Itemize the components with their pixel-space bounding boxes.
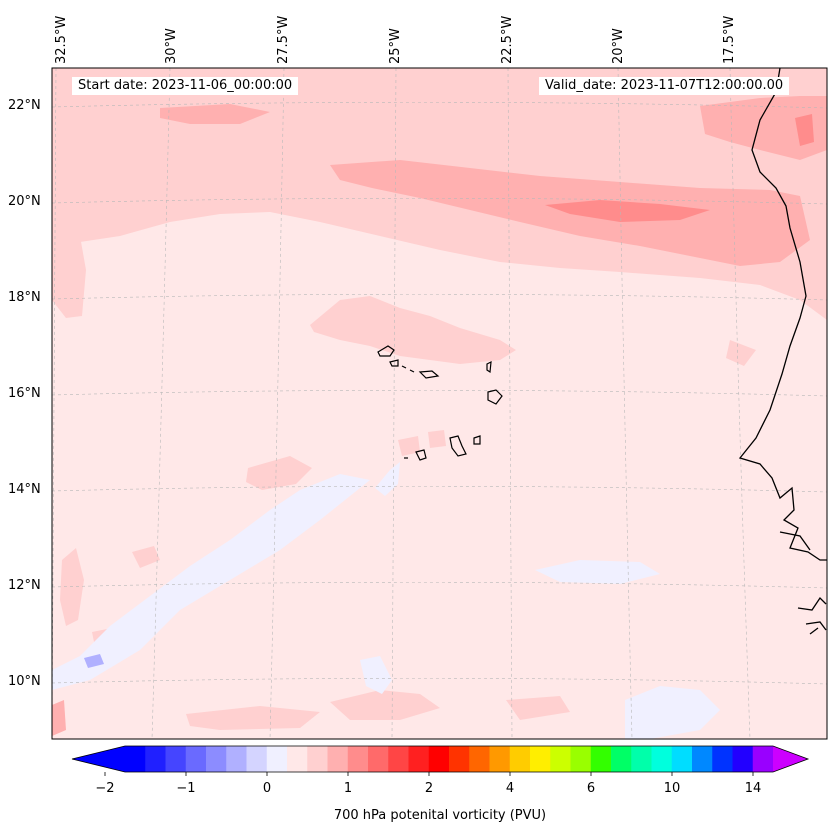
pv-contour-mid-ne: [700, 96, 827, 160]
pv-contour-blue-streak-1: [52, 474, 370, 690]
pv-contour-patch-6: [428, 430, 446, 448]
pv-contour-patch-11: [52, 700, 66, 736]
colorbar-extend-max: [773, 746, 808, 772]
pv-contour-patch-8: [506, 696, 570, 720]
colorbar-title: 700 hPa potenital vorticity (PVU): [333, 808, 547, 823]
lat-label-10n: 10°N: [8, 674, 41, 689]
pv-contour-patch-10: [726, 340, 756, 366]
colorbar-tick-label: 0: [262, 781, 272, 796]
pv-contour-blue-core: [84, 654, 104, 668]
lon-label-20w: 20°W: [611, 28, 626, 64]
colorbar-segment: [469, 746, 490, 772]
lon-label-25w: 25°W: [388, 28, 403, 64]
lon-label-22-5w: 22.5°W: [500, 15, 515, 64]
colorbar-segment: [611, 746, 632, 772]
coastline: [738, 68, 827, 635]
colorbar-segment: [347, 746, 369, 772]
map-frame: [51, 67, 828, 740]
lat-label-14n: 14°N: [8, 482, 41, 497]
colorbar-segment: [509, 746, 531, 772]
pv-contour-central-blob: [310, 296, 516, 364]
colorbar-segment: [671, 746, 693, 772]
colorbar-segment: [246, 746, 268, 772]
colorbar-segment: [550, 746, 571, 772]
colorbar-segment: [489, 746, 511, 772]
colorbar-segment: [530, 746, 551, 772]
lat-label-16n: 16°N: [8, 386, 41, 401]
colorbar-tick-label: 14: [744, 781, 762, 796]
colorbar-tick-label: 1: [343, 781, 353, 796]
colorbar-segment: [428, 746, 450, 772]
colorbar-segment: [185, 746, 207, 772]
colorbar-segment: [408, 746, 430, 772]
colorbar-segment: [631, 746, 652, 772]
valid-date-label: Valid_date: 2023-11-07T12:00:00.00: [539, 77, 790, 95]
colorbar-segment: [590, 746, 612, 772]
pv-contour-light-west: [52, 236, 86, 318]
graticule: [52, 68, 827, 739]
pv-contour-blue-streak-4: [360, 656, 392, 694]
colorbar-segment: [327, 746, 349, 772]
colorbar-segment: [287, 746, 308, 772]
pv-contour-blue-streak-5: [625, 686, 720, 739]
lat-label-20n: 20°N: [8, 194, 41, 209]
colorbar-tick-label: 6: [586, 781, 596, 796]
colorbar-tick-label: 2: [424, 781, 434, 796]
colorbar-outline: [71, 745, 810, 773]
colorbar-segment: [692, 746, 713, 772]
pv-contour-blue-streak-3: [535, 560, 660, 584]
colorbar-tick-label: 4: [505, 781, 515, 796]
colorbar-segment: [388, 746, 409, 772]
colorbar-segment: [226, 746, 247, 772]
lon-label-30w: 30°W: [164, 28, 179, 64]
pv-contour-deep-ne: [795, 114, 814, 146]
colorbar-segment: [732, 746, 754, 772]
pv-contour-patch-9: [186, 706, 320, 730]
lon-label-27-5w: 27.5°W: [276, 15, 291, 64]
colorbar-segment: [368, 746, 389, 772]
colorbar-segment: [206, 746, 227, 772]
colorbar-segment: [570, 746, 592, 772]
colorbar-segment: [125, 746, 146, 772]
pv-contour-patch-5: [398, 436, 420, 456]
pv-contour-mid-north: [160, 104, 270, 124]
colorbar-segment: [307, 746, 328, 772]
colorbar-segment: [266, 746, 288, 772]
start-date-label: Start date: 2023-11-06_00:00:00: [72, 77, 299, 95]
lon-label-17-5w: 17.5°W: [722, 15, 737, 64]
pv-contour-deep-core: [545, 200, 710, 222]
colorbar-segment: [651, 746, 673, 772]
pv-contour-patch-1: [246, 456, 312, 490]
pv-contour-patch-3: [132, 546, 160, 568]
colorbar: [71, 745, 810, 776]
lat-label-22n: 22°N: [8, 98, 41, 113]
pv-contour-patch-7: [330, 690, 440, 720]
colorbar-tick-label: −2: [95, 781, 115, 796]
pv-contour-patch-2: [60, 548, 84, 626]
cape-verde-islands: [377, 345, 503, 461]
colorbar-segment: [449, 746, 470, 772]
colorbar-extend-min: [72, 746, 125, 772]
lat-label-18n: 18°N: [8, 290, 41, 305]
colorbar-segment: [145, 746, 166, 772]
colorbar-segment: [165, 746, 187, 772]
colorbar-tick-label: 10: [663, 781, 681, 796]
colorbar-segment: [752, 746, 774, 772]
map-panel: [52, 68, 827, 739]
colorbar-segment: [712, 746, 733, 772]
lon-label-32-5w: 32.5°W: [54, 15, 69, 64]
lat-label-12n: 12°N: [8, 578, 41, 593]
colorbar-tick-label: −1: [176, 781, 196, 796]
